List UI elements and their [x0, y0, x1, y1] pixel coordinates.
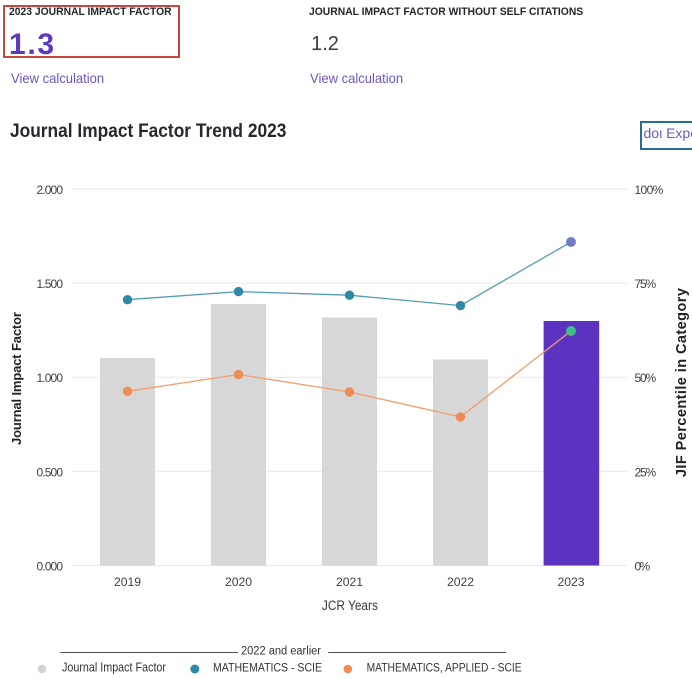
svg-text:Journal Impact Factor: Journal Impact Factor — [9, 312, 24, 445]
svg-text:Journal Impact Factor: Journal Impact Factor — [62, 661, 166, 675]
svg-text:2022 and earlier: 2022 and earlier — [241, 646, 321, 658]
svg-text:2.000: 2.000 — [37, 183, 64, 197]
svg-text:0.500: 0.500 — [37, 465, 64, 479]
svg-text:100%: 100% — [635, 183, 664, 197]
svg-text:JCR Years: JCR Years — [322, 598, 378, 613]
svg-text:2020: 2020 — [225, 575, 252, 589]
svg-text:1.000: 1.000 — [37, 371, 64, 385]
svg-text:2022: 2022 — [447, 575, 474, 589]
svg-text:JIF Percentile in Category: JIF Percentile in Category — [674, 288, 690, 477]
svg-text:2019: 2019 — [114, 575, 141, 589]
svg-text:2023: 2023 — [557, 575, 584, 589]
svg-text:MATHEMATICS - SCIE: MATHEMATICS - SCIE — [213, 661, 322, 675]
svg-text:0.000: 0.000 — [37, 559, 64, 573]
svg-text:75%: 75% — [635, 277, 657, 291]
svg-text:MATHEMATICS, APPLIED - SCIE: MATHEMATICS, APPLIED - SCIE — [367, 661, 522, 675]
svg-text:50%: 50% — [635, 371, 657, 385]
svg-text:1.500: 1.500 — [37, 277, 64, 291]
svg-text:2021: 2021 — [336, 575, 363, 589]
svg-text:25%: 25% — [635, 465, 657, 479]
svg-text:0%: 0% — [635, 559, 651, 573]
